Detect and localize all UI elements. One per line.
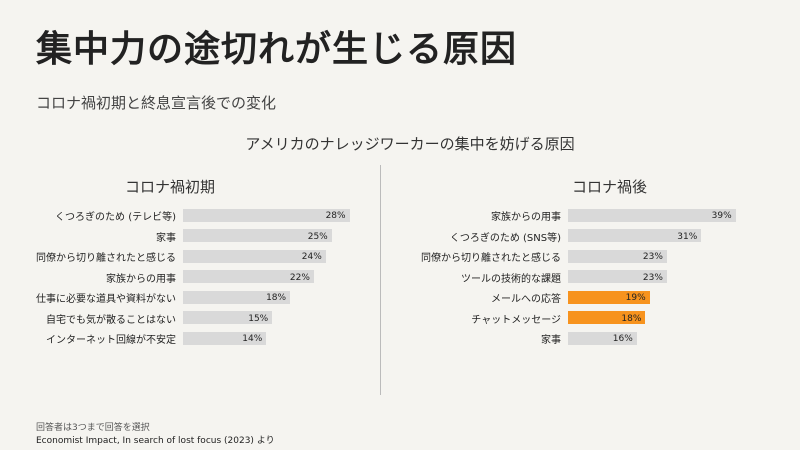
data-label: 18%: [266, 293, 287, 303]
category-label: 家族からの用事: [491, 212, 561, 223]
panel-title-left: コロナ禍初期: [125, 178, 216, 196]
bar: [568, 229, 702, 242]
data-label: 39%: [711, 211, 732, 221]
bar: [183, 208, 350, 222]
panel-title-right: コロナ禍後: [572, 178, 648, 196]
category-label: ツールの技術的な課題: [461, 273, 561, 285]
bar: [568, 290, 650, 304]
data-label: 24%: [301, 252, 322, 262]
category-label: くつろぎのため (テレビ等): [55, 212, 176, 223]
category-label: 自宅でも気が散ることはない: [46, 314, 176, 326]
data-label: 16%: [612, 334, 633, 344]
data-label: 23%: [642, 252, 663, 262]
category-label: メールへの応答: [491, 294, 561, 305]
bar: [183, 270, 314, 283]
category-label: くつろぎのため (SNS等): [449, 232, 561, 244]
data-label: 25%: [307, 231, 328, 242]
data-label: 15%: [248, 313, 269, 324]
divider: [380, 165, 381, 395]
data-label: 28%: [325, 211, 346, 221]
page-title: 集中力の途切れが生じる原因: [36, 29, 518, 70]
category-label: 仕事に必要な道具や資料がない: [36, 294, 176, 305]
category-label: 家事: [156, 232, 176, 244]
bar: [183, 249, 326, 263]
category-label: 家事: [541, 335, 561, 346]
bar: [568, 249, 667, 263]
data-label: 22%: [289, 272, 310, 283]
data-label: 14%: [242, 334, 263, 344]
category-label: 家族からの用事: [106, 273, 176, 285]
category-label: 同僚から切り離されたと感じる: [36, 253, 176, 264]
data-label: 19%: [625, 293, 646, 303]
data-label: 31%: [677, 231, 698, 242]
source: Economist Impact, In search of lost focu…: [36, 436, 275, 446]
category-label: 同僚から切り離されたと感じる: [421, 253, 561, 264]
bar: [183, 311, 273, 324]
bar: [568, 208, 736, 222]
data-label: 18%: [621, 313, 642, 324]
category-label: インターネット回線が不安定: [46, 335, 176, 346]
bar: [183, 331, 267, 345]
chart-title: アメリカのナレッジワーカーの集中を妨げる原因: [245, 135, 575, 153]
bar: [568, 270, 667, 283]
bar: [183, 290, 291, 304]
bar: [568, 331, 637, 345]
page-subtitle: コロナ禍初期と終息宣言後での変化: [36, 94, 277, 112]
category-label: チャットメッセージ: [471, 314, 561, 326]
bar: [183, 229, 332, 242]
footnote: 回答者は3つまで回答を選択: [36, 423, 150, 433]
bar: [568, 311, 646, 324]
data-label: 23%: [642, 272, 663, 283]
